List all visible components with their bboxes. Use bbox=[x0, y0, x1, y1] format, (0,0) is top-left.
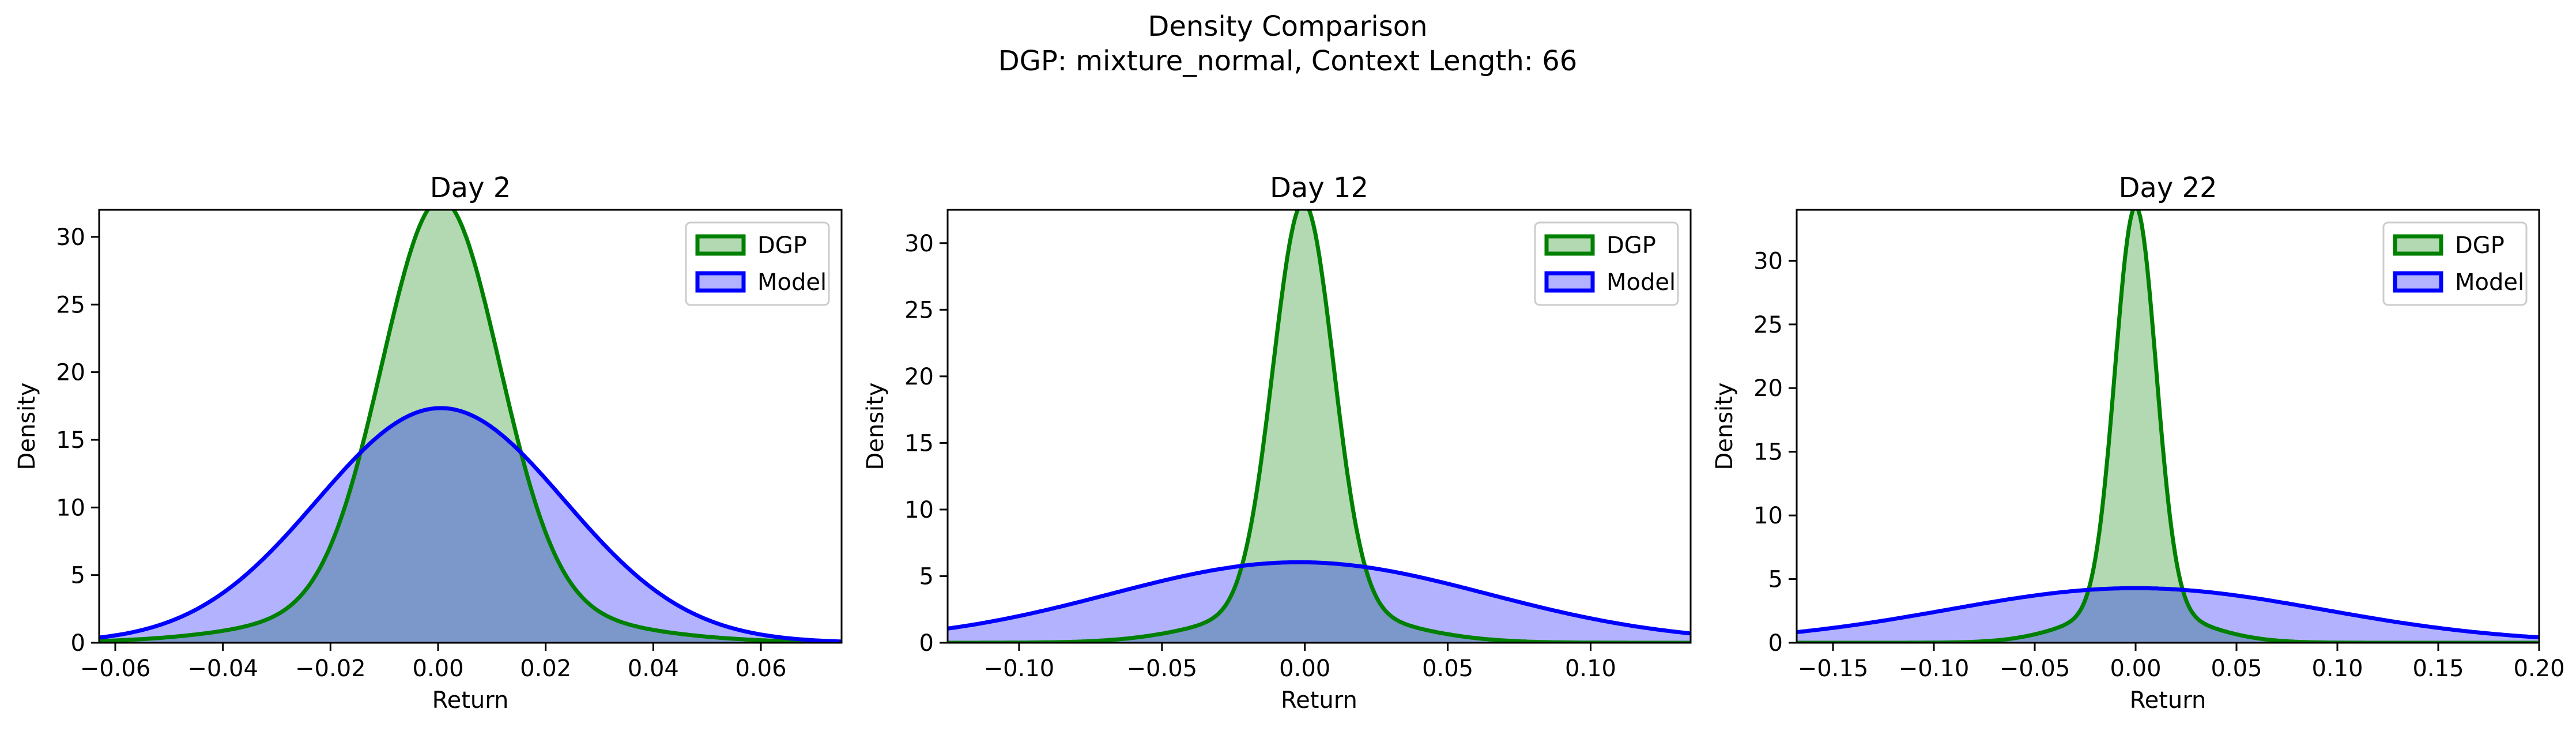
x-tick-label: −0.06 bbox=[80, 655, 151, 682]
legend-label-dgp: DGP bbox=[2455, 232, 2505, 259]
model-density-line bbox=[948, 560, 1691, 636]
legend-swatch-model bbox=[695, 271, 746, 293]
x-tick-label: −0.05 bbox=[1127, 655, 1198, 682]
chart-panel-2: −0.10 −0.05 0.00 0.05 0.10 0 5 10 15 20 25 30 Day 12… bbox=[862, 172, 1692, 714]
model-density-line bbox=[1797, 586, 2539, 640]
legend: DGP Model bbox=[2382, 221, 2528, 306]
y-tick-label: 30 bbox=[1753, 248, 1783, 274]
legend-swatch-model bbox=[2393, 271, 2443, 293]
model-density-fill bbox=[1797, 588, 2539, 643]
figure-title-line1: Density Comparison bbox=[1148, 10, 1427, 43]
y-tick-label: 25 bbox=[904, 297, 934, 323]
panel-title: Day 2 bbox=[430, 172, 511, 204]
plot-area bbox=[99, 210, 842, 643]
legend-swatch-dgp bbox=[2393, 234, 2443, 256]
legend-label-model: Model bbox=[2455, 269, 2524, 296]
y-tick-label: 5 bbox=[71, 563, 85, 589]
x-tick-label: −0.10 bbox=[984, 655, 1055, 682]
y-tick-label: 20 bbox=[56, 360, 85, 386]
chart-panel-1: −0.06 −0.04 −0.02 0.00 0.02 0.04 0.06 0 5 10 15 20 2… bbox=[14, 172, 843, 714]
y-tick-label: 20 bbox=[904, 364, 934, 390]
legend-label-dgp: DGP bbox=[1606, 232, 1656, 259]
x-tick-label: 0.15 bbox=[2412, 655, 2464, 682]
y-tick-label: 30 bbox=[904, 231, 934, 257]
chart-panel-3: −0.15 −0.10 −0.05 0.00 0.05 0.10 0.15 0.20 0 5 10 1… bbox=[1711, 172, 2565, 714]
x-tick-label: −0.15 bbox=[1798, 655, 1869, 682]
y-tick-label: 25 bbox=[1753, 312, 1783, 338]
y-tick-label: 15 bbox=[904, 430, 934, 457]
y-tick-label: 25 bbox=[56, 292, 85, 318]
x-tick-label: −0.02 bbox=[295, 655, 366, 682]
model-density-line bbox=[99, 406, 842, 643]
y-tick-label: 0 bbox=[71, 630, 85, 657]
y-tick-label: 0 bbox=[1768, 630, 1783, 657]
y-tick-label: 15 bbox=[56, 427, 85, 454]
axes-frame bbox=[98, 209, 843, 644]
y-tick-label: 10 bbox=[1753, 503, 1783, 529]
model-density-fill bbox=[99, 408, 842, 643]
legend-label-model: Model bbox=[1606, 269, 1676, 296]
x-tick-label: 0.10 bbox=[1565, 655, 1616, 682]
axes-frame bbox=[1796, 209, 2540, 644]
dgp-density-fill bbox=[99, 210, 842, 643]
x-tick-label: 0.04 bbox=[628, 655, 679, 682]
x-tick-label: 0.10 bbox=[2311, 655, 2363, 682]
legend-label-model: Model bbox=[757, 269, 827, 296]
y-tick-label: 10 bbox=[56, 495, 85, 521]
y-tick-label: 0 bbox=[919, 630, 934, 657]
y-tick-label: 20 bbox=[1753, 375, 1783, 402]
legend-swatch-dgp bbox=[1544, 234, 1595, 256]
legend: DGP Model bbox=[1534, 221, 1679, 306]
x-axis-label: Return bbox=[1281, 687, 1357, 714]
model-density-fill bbox=[948, 562, 1691, 643]
x-tick-label: 0.00 bbox=[2110, 655, 2161, 682]
panel-title: Day 12 bbox=[1270, 172, 1368, 204]
x-tick-label: 0.00 bbox=[412, 655, 463, 682]
legend-swatch-model bbox=[1544, 271, 1595, 293]
dgp-density-fill bbox=[1797, 210, 2539, 643]
y-tick-label: 5 bbox=[919, 563, 934, 590]
y-tick-label: 5 bbox=[1768, 567, 1783, 593]
x-tick-label: −0.04 bbox=[187, 655, 258, 682]
legend-swatch-dgp bbox=[695, 234, 746, 256]
dgp-density-fill bbox=[948, 210, 1691, 643]
x-tick-label: 0.20 bbox=[2513, 655, 2564, 682]
panel-title: Day 22 bbox=[2118, 172, 2217, 204]
y-axis-label: Density bbox=[1711, 382, 1738, 470]
x-tick-label: 0.02 bbox=[520, 655, 571, 682]
y-tick-label: 10 bbox=[904, 497, 934, 523]
x-tick-label: 0.05 bbox=[1422, 655, 1473, 682]
y-tick-label: 15 bbox=[1753, 439, 1783, 466]
panels: −0.06 −0.04 −0.02 0.00 0.02 0.04 0.06 0 5 10 15 20 2… bbox=[14, 172, 2565, 714]
x-tick-label: 0.05 bbox=[2211, 655, 2262, 682]
axes-frame bbox=[946, 209, 1692, 644]
y-tick-label: 30 bbox=[56, 224, 85, 251]
x-tick-label: −0.10 bbox=[1899, 655, 1970, 682]
figure-title-line2: DGP: mixture_normal, Context Length: 66 bbox=[998, 45, 1578, 77]
x-axis-label: Return bbox=[432, 687, 509, 714]
y-axis-label: Density bbox=[14, 382, 40, 470]
x-tick-label: 0.00 bbox=[1279, 655, 1330, 682]
dgp-density-line bbox=[99, 210, 842, 643]
y-axis-label: Density bbox=[862, 382, 889, 470]
legend-label-dgp: DGP bbox=[757, 232, 807, 259]
x-tick-label: −0.05 bbox=[2000, 655, 2070, 682]
legend: DGP Model bbox=[685, 221, 830, 306]
x-axis-label: Return bbox=[2130, 687, 2207, 714]
x-tick-label: 0.06 bbox=[735, 655, 786, 682]
